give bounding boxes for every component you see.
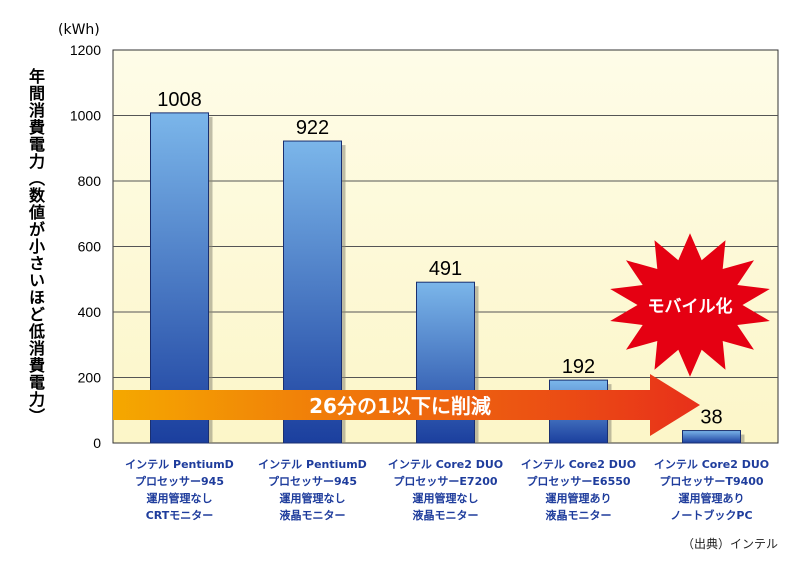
category-label: インテル PentiumD プロセッサー945 運用管理なし 液晶モニター — [243, 456, 383, 524]
y-tick-label: 800 — [78, 173, 102, 189]
category-label-line: インテル Core2 DUO — [520, 458, 637, 471]
category-label-line: 液晶モニター — [545, 509, 612, 522]
category-labels: インテル PentiumD プロセッサー945 運用管理なし CRTモニター インテル … — [0, 456, 800, 526]
category-label-line: プロセッサー945 — [268, 475, 357, 488]
y-tick-label: 600 — [78, 239, 102, 255]
data-label: 192 — [562, 356, 595, 378]
category-label: インテル Core2 DUO プロセッサーE6550 運用管理あり 液晶モニター — [509, 456, 649, 524]
category-label: インテル Core2 DUO プロセッサーE7200 運用管理なし 液晶モニター — [376, 456, 516, 524]
category-label-line: プロセッサー945 — [135, 475, 224, 488]
category-label-line: インテル PentiumD — [258, 458, 367, 471]
data-label: 1008 — [157, 89, 202, 111]
y-tick-label: 0 — [93, 435, 101, 451]
unit-label: (kWh) — [58, 22, 100, 38]
category-label-line: CRTモニター — [145, 509, 214, 522]
category-label-line: ノートブックPC — [670, 509, 753, 522]
y-axis-label: 年間消費電力（数値が小さいほど低消費電力） — [26, 68, 45, 425]
category-label-line: プロセッサーE7200 — [393, 475, 498, 488]
data-label: 38 — [700, 407, 722, 429]
y-tick-label: 1000 — [70, 108, 101, 124]
category-label-line: 運用管理なし — [412, 492, 479, 505]
bar — [150, 112, 209, 444]
category-label-line: プロセッサーT9400 — [659, 475, 764, 488]
category-label-line: 運用管理なし — [279, 492, 346, 505]
category-label-line: 運用管理なし — [146, 492, 213, 505]
y-tick-label: 200 — [78, 370, 102, 386]
category-label-line: 液晶モニター — [279, 509, 346, 522]
burst-text: モバイル化 — [648, 296, 733, 317]
source-note: （出典）インテル — [681, 537, 778, 551]
category-label-line: インテル Core2 DUO — [387, 458, 504, 471]
arrow-text: 26分の1以下に削減 — [309, 394, 491, 418]
y-tick-label: 1200 — [70, 42, 101, 58]
category-label-line: 液晶モニター — [412, 509, 479, 522]
category-label-line: プロセッサーE6550 — [526, 475, 631, 488]
reduction-arrow — [113, 374, 700, 436]
bar — [682, 430, 741, 444]
category-label-line: インテル PentiumD — [125, 458, 234, 471]
burst-shape — [610, 233, 770, 377]
category-label: インテル PentiumD プロセッサー945 運用管理なし CRTモニター — [110, 456, 250, 524]
data-label: 491 — [429, 258, 462, 280]
category-label-line: 運用管理あり — [678, 492, 745, 505]
category-label-line: 運用管理あり — [545, 492, 612, 505]
data-label: 922 — [296, 117, 329, 139]
category-label: インテル Core2 DUO プロセッサーT9400 運用管理あり ノートブックPC — [642, 456, 782, 524]
category-label-line: インテル Core2 DUO — [653, 458, 770, 471]
y-tick-label: 400 — [78, 304, 102, 320]
